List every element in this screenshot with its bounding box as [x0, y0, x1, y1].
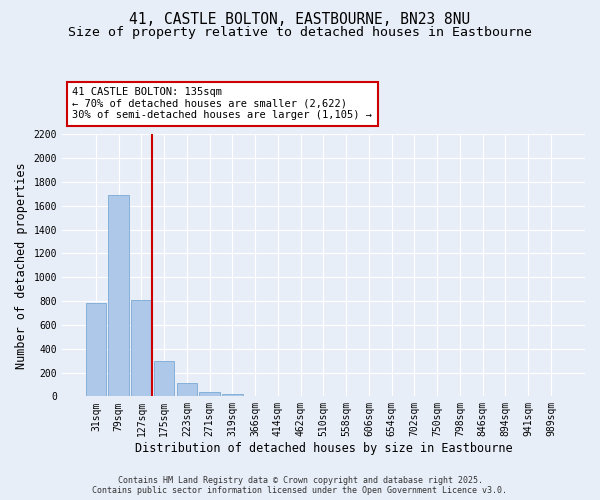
Text: Size of property relative to detached houses in Eastbourne: Size of property relative to detached ho…	[68, 26, 532, 39]
Bar	[177, 383, 197, 396]
Bar	[131, 300, 152, 396]
Text: Contains public sector information licensed under the Open Government Licence v3: Contains public sector information licen…	[92, 486, 508, 495]
Bar	[154, 360, 175, 396]
Text: 41 CASTLE BOLTON: 135sqm
← 70% of detached houses are smaller (2,622)
30% of sem: 41 CASTLE BOLTON: 135sqm ← 70% of detach…	[73, 87, 373, 120]
Bar	[222, 394, 242, 396]
Y-axis label: Number of detached properties: Number of detached properties	[15, 162, 28, 368]
X-axis label: Distribution of detached houses by size in Eastbourne: Distribution of detached houses by size …	[134, 442, 512, 455]
Text: 41, CASTLE BOLTON, EASTBOURNE, BN23 8NU: 41, CASTLE BOLTON, EASTBOURNE, BN23 8NU	[130, 12, 470, 28]
Text: Contains HM Land Registry data © Crown copyright and database right 2025.: Contains HM Land Registry data © Crown c…	[118, 476, 482, 485]
Bar	[199, 392, 220, 396]
Bar	[109, 195, 129, 396]
Bar	[86, 304, 106, 396]
